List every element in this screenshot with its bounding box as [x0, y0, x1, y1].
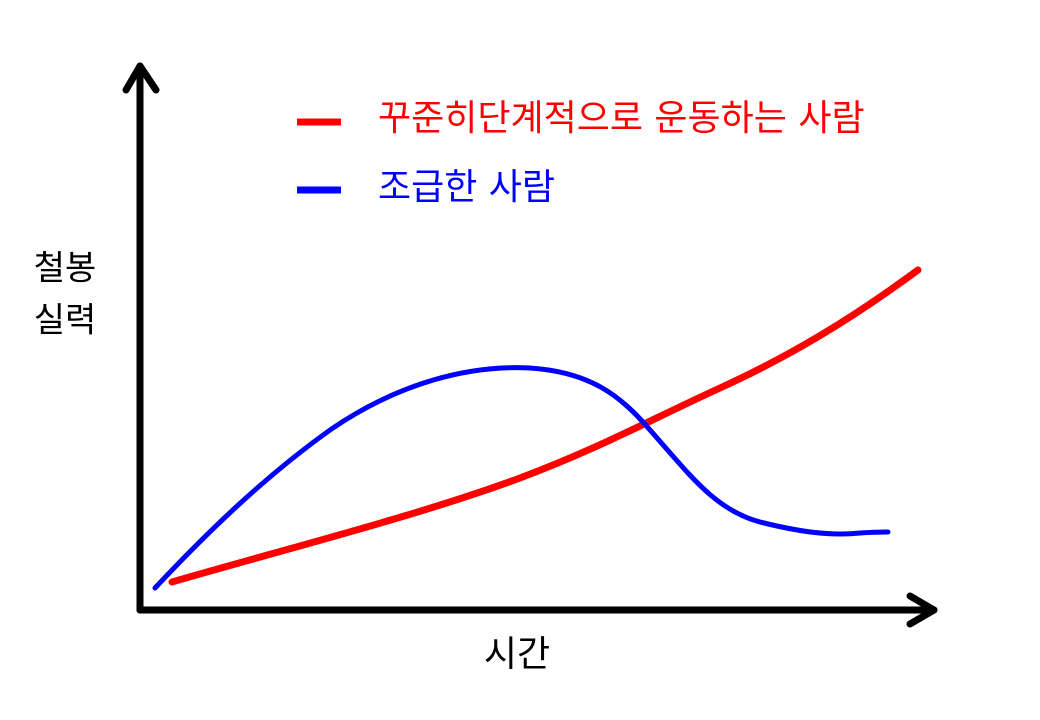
y-axis-arrow — [122, 62, 160, 94]
impatient-curve — [152, 365, 891, 591]
x-axis-label: 시간 — [484, 634, 550, 675]
y-axis-label: 철봉 — [34, 249, 97, 289]
steady-curve — [168, 266, 922, 586]
y-axis-label: 실력 — [34, 301, 97, 341]
x-axis-arrow — [906, 592, 938, 628]
legend-label: 꾸준히단계적으로 운동하는 사람 — [378, 98, 865, 139]
axes — [122, 62, 938, 628]
legend-label: 조급한 사람 — [378, 167, 555, 208]
